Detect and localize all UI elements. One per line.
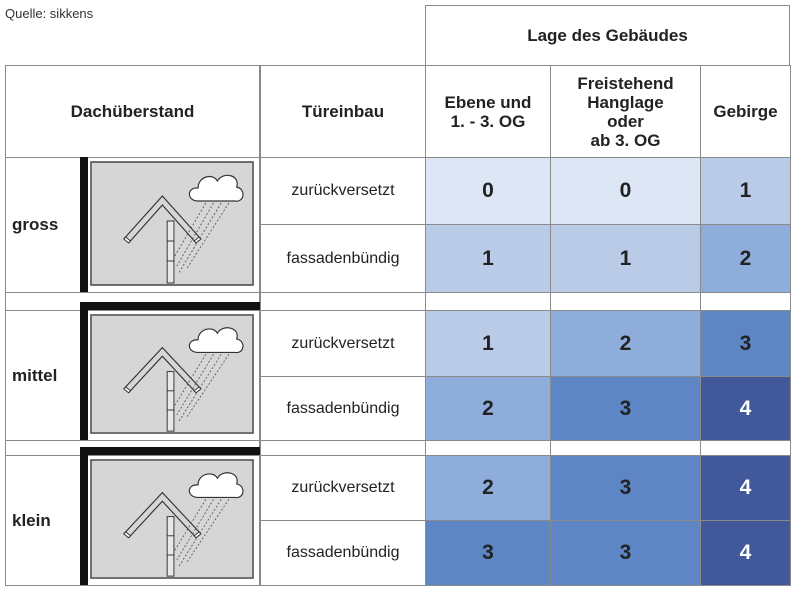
door-label: fassadenbündig	[260, 376, 426, 441]
column-header: Türeinbau	[260, 65, 426, 158]
spacer-cell	[550, 292, 701, 311]
risk-value: 1	[700, 157, 791, 225]
wall-bar	[80, 310, 88, 440]
wall-bar	[80, 157, 88, 292]
wall-bar	[80, 455, 88, 585]
column-header: Dachüberstand	[5, 65, 260, 158]
spacer-cell	[425, 292, 551, 311]
risk-value: 3	[550, 376, 701, 441]
risk-value: 4	[700, 520, 791, 586]
overhang-bar	[80, 447, 260, 455]
overhang-label: klein	[6, 456, 79, 585]
column-header: Freistehend Hanglage oder ab 3. OG	[550, 65, 701, 158]
risk-value: 2	[550, 310, 701, 377]
source-note: Quelle: sikkens	[5, 6, 93, 21]
risk-value: 4	[700, 376, 791, 441]
spacer-cell	[700, 440, 791, 456]
overhang-label: mittel	[6, 311, 79, 440]
risk-value: 4	[700, 455, 791, 521]
roof-illustration	[90, 161, 254, 286]
risk-value: 2	[700, 224, 791, 293]
spacer-cell	[260, 440, 426, 456]
door-label: zurückversetzt	[260, 310, 426, 377]
spacer-cell	[425, 440, 551, 456]
risk-value: 1	[425, 224, 551, 293]
door-label: fassadenbündig	[260, 520, 426, 586]
spacer-cell	[700, 292, 791, 311]
risk-value: 3	[425, 520, 551, 586]
column-header: Ebene und 1. - 3. OG	[425, 65, 551, 158]
risk-value: 2	[425, 455, 551, 521]
column-header: Gebirge	[700, 65, 791, 158]
risk-value: 3	[550, 520, 701, 586]
page: Quelle: sikkens Lage des Gebäudes Dachübe…	[0, 0, 795, 589]
overhang-bar	[80, 302, 260, 310]
overhang-label: gross	[6, 158, 79, 292]
door-label: fassadenbündig	[260, 224, 426, 293]
risk-value: 0	[425, 157, 551, 225]
risk-value: 1	[550, 224, 701, 293]
risk-value: 3	[700, 310, 791, 377]
door-label: zurückversetzt	[260, 157, 426, 225]
risk-value: 2	[425, 376, 551, 441]
group-header: Lage des Gebäudes	[425, 5, 790, 66]
spacer-cell	[550, 440, 701, 456]
door-label: zurückversetzt	[260, 455, 426, 521]
risk-value: 3	[550, 455, 701, 521]
risk-value: 1	[425, 310, 551, 377]
roof-illustration	[90, 314, 254, 434]
risk-value: 0	[550, 157, 701, 225]
roof-illustration	[90, 459, 254, 579]
spacer-cell	[260, 292, 426, 311]
